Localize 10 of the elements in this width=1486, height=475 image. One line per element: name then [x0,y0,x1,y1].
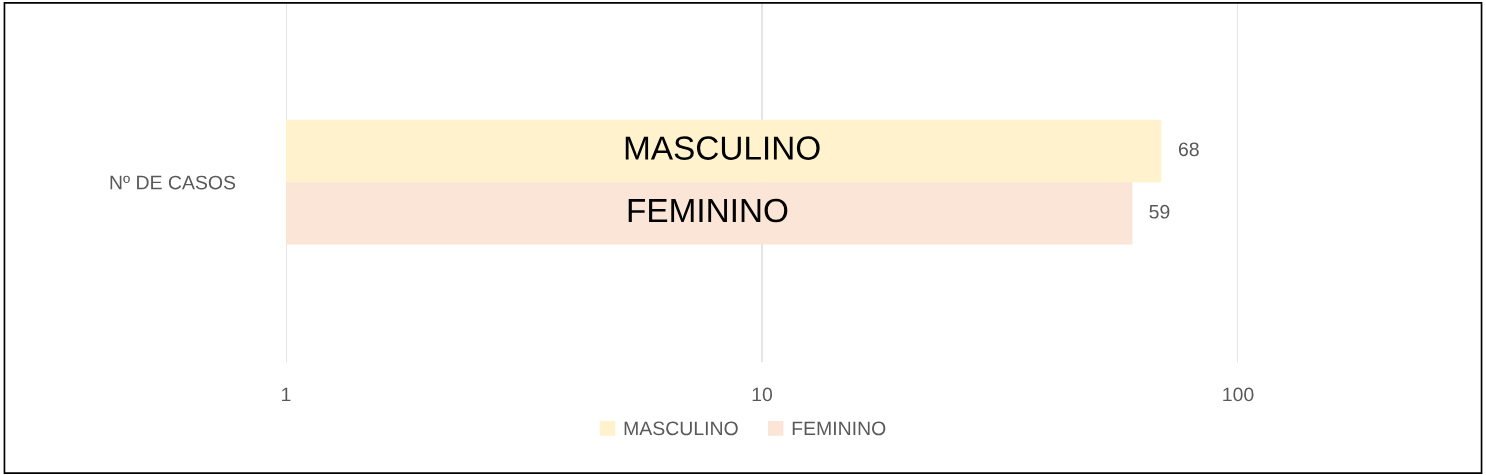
y-tick-label: Nº DE CASOS [110,175,236,190]
legend-label: MASCULINO [624,421,738,436]
legend-label: FEMININO [792,421,886,436]
x-tick-label: 10 [752,387,773,402]
x-tick-label: 1 [282,387,291,402]
text: FEMININO [628,198,788,223]
x-tick-label: 100 [1223,387,1254,402]
data-label: 59 [1149,204,1170,219]
text: MASCULINO [625,136,820,160]
data-label: 68 [1178,142,1199,157]
